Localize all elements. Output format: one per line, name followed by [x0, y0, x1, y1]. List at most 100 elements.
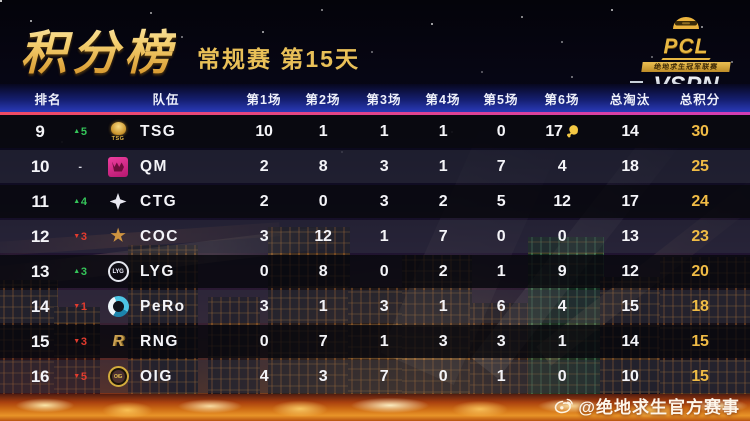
- total-eliminations: 12: [621, 262, 639, 280]
- rank-change: 3: [64, 231, 96, 243]
- watermark-text: @绝地求生官方赛事: [578, 398, 740, 417]
- table-header: 排名 队伍 第1场 第2场 第3场 第4场 第5场 第6场 总淘汰 总积分: [0, 84, 750, 115]
- total-eliminations: 15: [621, 297, 639, 315]
- rank-change-arrow-icon: [73, 198, 80, 205]
- total-eliminations: 14: [621, 122, 639, 140]
- table-row: 10 - QM 2 8 3 1 7 4 18 25: [0, 150, 750, 183]
- game-4-score: 2: [438, 192, 448, 210]
- team-name: PeRo: [140, 297, 186, 315]
- team-name: CTG: [140, 192, 178, 210]
- table-row: 11 4 CTG 2 0 3 2 5 12 17 24: [0, 185, 750, 218]
- team-logo-icon: [103, 188, 133, 216]
- col-team: 队伍: [152, 92, 180, 107]
- game-3-score: 1: [379, 122, 389, 140]
- rank: 16: [30, 366, 50, 386]
- game-3-score: 3: [379, 192, 389, 210]
- team-name: QM: [140, 157, 168, 175]
- team-logo-text: LYG: [112, 268, 124, 275]
- col-eliminations: 总淘汰: [609, 92, 651, 107]
- game-6-score: 17: [530, 123, 594, 141]
- rank: 15: [30, 331, 50, 351]
- total-points: 25: [691, 157, 709, 175]
- game-1-score: 3: [259, 227, 269, 245]
- total-eliminations: 13: [621, 227, 639, 245]
- team-logo-shape: [107, 261, 129, 282]
- rank-change-value: 3: [80, 335, 87, 348]
- total-points: 24: [691, 192, 709, 210]
- team-logo-icon: [103, 293, 133, 321]
- game-1-score: 2: [259, 157, 269, 175]
- table-body: 9 5 TSG TSG 10 1 1 1 0 17 14 30: [0, 115, 750, 395]
- game-5-score: 3: [496, 332, 506, 350]
- rank-change: 5: [64, 371, 96, 383]
- game-4-score: 3: [438, 332, 448, 350]
- pcl-wordmark: PCL: [628, 36, 744, 60]
- total-points: 18: [691, 297, 709, 315]
- game-6-score: 4: [557, 297, 567, 315]
- game-1-score: 4: [259, 367, 269, 385]
- rank-change-arrow-icon: [73, 233, 80, 240]
- rank-change-value: 5: [80, 125, 87, 138]
- rank-change: 3: [64, 336, 96, 348]
- stage-subtitle: 常规赛 第15天: [197, 46, 360, 72]
- rank: 10: [30, 156, 50, 176]
- rank-change-value: 5: [80, 370, 87, 383]
- chicken-dinner-icon: [566, 125, 578, 138]
- game-2-score: 0: [318, 192, 328, 210]
- total-points: 20: [691, 262, 709, 280]
- game-4-score: 2: [438, 262, 448, 280]
- rank-change: 5: [64, 126, 96, 138]
- rank-change: -: [64, 161, 96, 173]
- page-title: 积分榜: [20, 14, 176, 83]
- game-2-score: 7: [318, 332, 328, 350]
- pcl-tagline: 绝地求生冠军联赛: [641, 62, 731, 72]
- game-2-score: 8: [318, 157, 328, 175]
- team-logo-icon: LYG: [103, 258, 133, 286]
- team-logo-shape: [108, 156, 128, 177]
- total-points: 23: [691, 227, 709, 245]
- rank-change-arrow-icon: [73, 373, 80, 380]
- rank-change-arrow-icon: [73, 268, 80, 275]
- game-6-score: 9: [557, 262, 567, 280]
- rank-change-arrow-icon: [73, 303, 80, 310]
- table-row: 13 3 LYG LYG 0 8 0 2 1 9 12 20: [0, 255, 750, 288]
- game-2-score: 8: [318, 262, 328, 280]
- game-1-score: 2: [259, 192, 269, 210]
- game-2-score: 1: [318, 297, 328, 315]
- game-3-score: 1: [379, 332, 389, 350]
- total-eliminations: 10: [621, 367, 639, 385]
- game-4-score: 1: [438, 157, 448, 175]
- col-game-5: 第5场: [483, 92, 519, 107]
- game-6-score: 12: [553, 192, 571, 210]
- rank-change-value: 3: [80, 230, 87, 243]
- team-logo-icon: [103, 223, 133, 251]
- game-2-score: 1: [318, 122, 328, 140]
- total-eliminations: 17: [621, 192, 639, 210]
- team-name: TSG: [140, 122, 177, 140]
- total-points: 30: [691, 122, 709, 140]
- team-logo-shape: [107, 366, 129, 387]
- table-row: 16 5 OIG OIG 4 3 7 0 1 0 10 15: [0, 360, 750, 393]
- game-2-score: 12: [314, 227, 332, 245]
- col-game-6: 第6场: [544, 92, 580, 107]
- game-3-score: 1: [379, 227, 389, 245]
- rank: 13: [30, 261, 50, 281]
- team-logo-shape: [111, 227, 126, 246]
- game-5-score: 1: [496, 367, 506, 385]
- rank-change-value: 4: [80, 195, 87, 208]
- weibo-icon: [555, 398, 574, 414]
- team-logo-shape: [110, 121, 126, 135]
- game-4-score: 7: [438, 227, 448, 245]
- team-logo-shape: [107, 296, 129, 317]
- total-eliminations: 14: [621, 332, 639, 350]
- game-3-score: 7: [379, 367, 389, 385]
- col-game-3: 第3场: [366, 92, 402, 107]
- watermark: @绝地求生官方赛事: [554, 393, 740, 418]
- game-6-score: 1: [557, 332, 567, 350]
- star-field: [0, 0, 2, 2]
- rank-change-value: 1: [80, 300, 87, 313]
- rank-change-arrow-icon: [73, 128, 80, 135]
- team-logo-icon: TSG: [103, 118, 133, 146]
- team-logo-shape: [109, 193, 127, 210]
- game-5-score: 7: [496, 157, 506, 175]
